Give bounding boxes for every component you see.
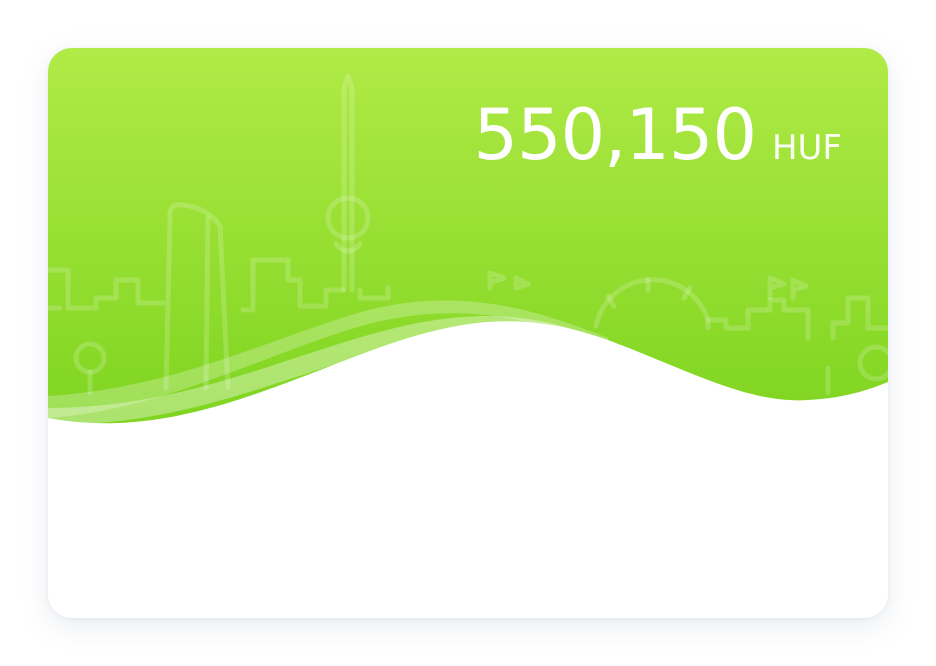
wave-band-back (48, 300, 608, 418)
currency-label: HUF (771, 128, 842, 168)
wave-band-front (48, 315, 608, 425)
city-skyline-icon (48, 73, 888, 396)
wave-lower-panel (48, 321, 888, 618)
balance-amount: 550,150 (473, 94, 757, 176)
balance-card[interactable]: 550,150 HUF (48, 48, 888, 618)
balance-display: 550,150 HUF (474, 100, 842, 170)
card-background (48, 48, 888, 618)
